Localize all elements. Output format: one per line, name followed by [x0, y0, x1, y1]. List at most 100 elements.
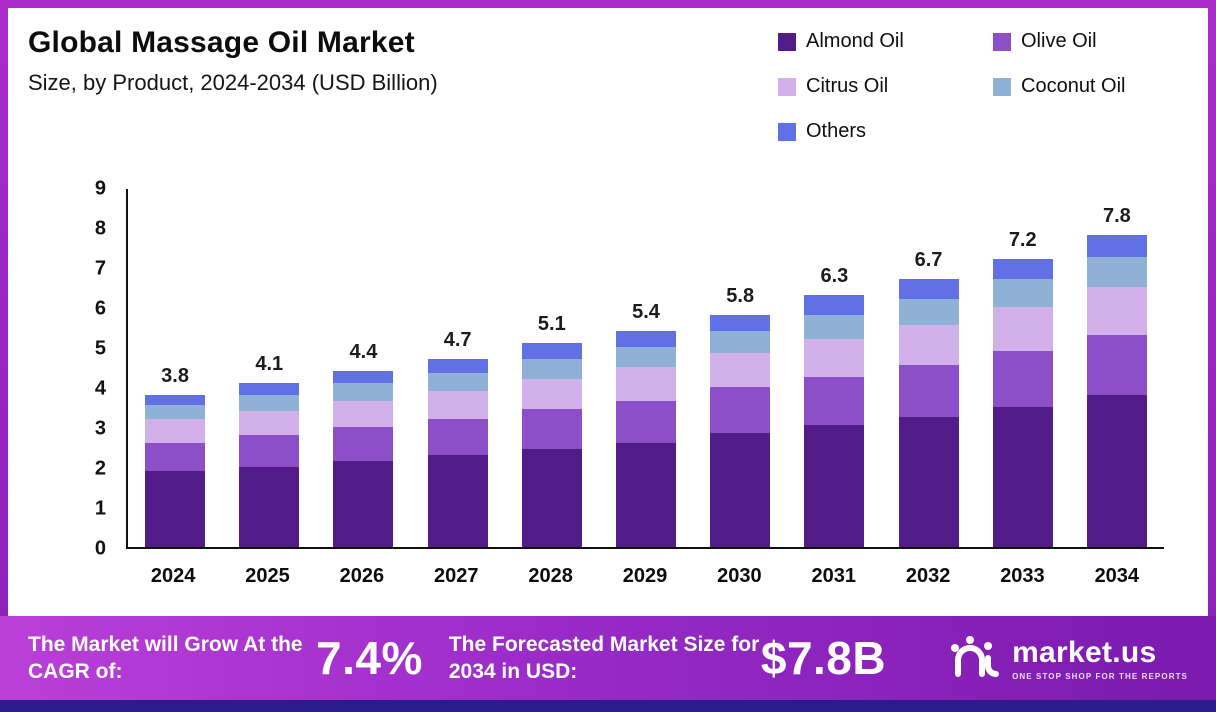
legend-item-almond-oil: Almond Oil: [778, 30, 983, 53]
bar-slot: 4.7: [411, 329, 505, 547]
legend-label: Citrus Oil: [806, 75, 889, 97]
bar-segment-others: [710, 315, 771, 331]
bar-total-label: 4.1: [255, 353, 284, 375]
bar-segment-citrus-oil: [145, 419, 206, 443]
bar-segment-coconut-oil: [804, 315, 865, 339]
bar-segment-coconut-oil: [521, 359, 582, 379]
bar-segment-citrus-oil: [804, 339, 865, 377]
y-axis-tick: 7: [94, 257, 106, 280]
legend-label: Coconut Oil: [1021, 75, 1126, 97]
bar-segment-citrus-oil: [521, 379, 582, 409]
x-axis-label: 2025: [245, 565, 290, 587]
stacked-bar: [239, 383, 300, 547]
bar-segment-olive-oil: [427, 419, 488, 455]
legend-swatch: [993, 77, 1011, 96]
bar-slot: 7.8: [1070, 205, 1164, 547]
bar-segment-almond-oil: [898, 417, 959, 547]
bar-segment-olive-oil: [239, 435, 300, 467]
footer-banner: The Market will Grow At the CAGR of: 7.4…: [0, 616, 1216, 700]
x-axis-label: 2027: [434, 565, 479, 587]
y-axis-tick: 0: [94, 537, 106, 560]
legend-label: Almond Oil: [806, 30, 904, 52]
legend-label: Olive Oil: [1021, 30, 1097, 52]
legend-item-others: Others: [778, 120, 983, 143]
bar-segment-olive-oil: [992, 351, 1053, 407]
bottom-strip: [0, 700, 1216, 712]
bar-segment-olive-oil: [710, 387, 771, 433]
stacked-bar: [804, 295, 865, 547]
legend-item-citrus-oil: Citrus Oil: [778, 75, 983, 98]
bar-total-label: 3.8: [161, 365, 189, 387]
bar-segment-others: [1086, 235, 1147, 257]
bar-segment-almond-oil: [992, 407, 1053, 547]
stacked-bar: [898, 279, 959, 547]
brand-block: market.us ONE STOP SHOP FOR THE REPORTS: [948, 634, 1188, 682]
bar-segment-almond-oil: [333, 461, 394, 547]
bar-total-label: 6.7: [914, 249, 943, 271]
bar-total-label: 5.1: [537, 313, 566, 335]
legend-item-olive-oil: Olive Oil: [993, 30, 1178, 53]
bar-segment-coconut-oil: [615, 347, 676, 367]
bar-total-label: 7.2: [1008, 229, 1037, 251]
bar-segment-almond-oil: [1086, 395, 1147, 547]
legend-swatch: [778, 32, 796, 51]
bar-segment-citrus-oil: [710, 353, 771, 387]
bar-segment-others: [145, 395, 206, 405]
y-axis-tick: 4: [94, 377, 106, 400]
bar-segment-others: [239, 383, 300, 395]
bar-slot: 5.4: [599, 301, 693, 547]
stacked-bar: [615, 331, 676, 547]
stacked-bar: [145, 395, 206, 547]
bar-segment-citrus-oil: [992, 307, 1053, 351]
bar-total-label: 4.7: [443, 329, 472, 351]
x-axis-label: 2029: [622, 565, 668, 587]
y-axis-tick: 1: [94, 497, 106, 520]
bar-segment-citrus-oil: [239, 411, 300, 435]
bar-slot: 5.1: [505, 313, 599, 547]
brand-text: market.us ONE STOP SHOP FOR THE REPORTS: [1012, 636, 1188, 681]
bar-segment-olive-oil: [615, 401, 676, 443]
bar-segment-almond-oil: [804, 425, 865, 547]
y-axis-tick: 3: [94, 417, 106, 440]
bar-slot: 6.3: [787, 265, 881, 547]
bar-segment-almond-oil: [710, 433, 771, 547]
stacked-bar: [333, 371, 394, 547]
bar-slot: 5.8: [693, 285, 787, 547]
chart-legend: Almond Oil Olive Oil Citrus Oil Coconut Oil…: [778, 26, 1182, 143]
legend-item-coconut-oil: Coconut Oil: [993, 75, 1178, 98]
brand-tagline: ONE STOP SHOP FOR THE REPORTS: [1012, 671, 1188, 681]
bar-segment-citrus-oil: [898, 325, 959, 365]
bar-segment-others: [427, 359, 488, 373]
bar-segment-others: [898, 279, 959, 299]
legend-swatch: [778, 122, 796, 141]
bar-segment-almond-oil: [239, 467, 300, 547]
bar-segment-olive-oil: [804, 377, 865, 425]
x-axis-label: 2031: [811, 565, 856, 587]
y-axis-tick: 9: [94, 177, 106, 200]
bar-segment-citrus-oil: [1086, 287, 1147, 335]
bar-segment-coconut-oil: [427, 373, 488, 391]
x-axis-label: 2024: [150, 565, 196, 587]
y-axis-tick: 5: [94, 337, 106, 360]
y-axis-tick: 8: [94, 217, 106, 240]
bar-segment-others: [615, 331, 676, 347]
bar-slot: 3.8: [128, 365, 222, 547]
y-axis-tick: 2: [94, 457, 106, 480]
bar-segment-others: [333, 371, 394, 383]
bar-segment-olive-oil: [898, 365, 959, 417]
legend-label: Others: [806, 120, 867, 142]
chart-plot-area: 0 1 2 3 4 5 6 7 8 9 3.8 4.1 4.4 4.7 5.1 5.4 5.8 6.3 6.7 7.…: [62, 178, 1164, 560]
stacked-bar: [1086, 235, 1147, 547]
stacked-bar: [427, 359, 488, 547]
forecast-label: The Forecasted Market Size for 2034 in U…: [448, 632, 760, 683]
y-axis-tick: 6: [94, 297, 106, 320]
chart-card: Global Massage Oil Market Size, by Produ…: [8, 8, 1208, 616]
bar-segment-others: [992, 259, 1053, 279]
stacked-bar: [521, 343, 582, 547]
bar-segment-coconut-oil: [992, 279, 1053, 307]
forecast-value: $7.8B: [760, 632, 887, 684]
bar-segment-coconut-oil: [710, 331, 771, 353]
bar-segment-others: [521, 343, 582, 359]
bar-segment-almond-oil: [521, 449, 582, 547]
cagr-value: 7.4%: [316, 632, 423, 684]
